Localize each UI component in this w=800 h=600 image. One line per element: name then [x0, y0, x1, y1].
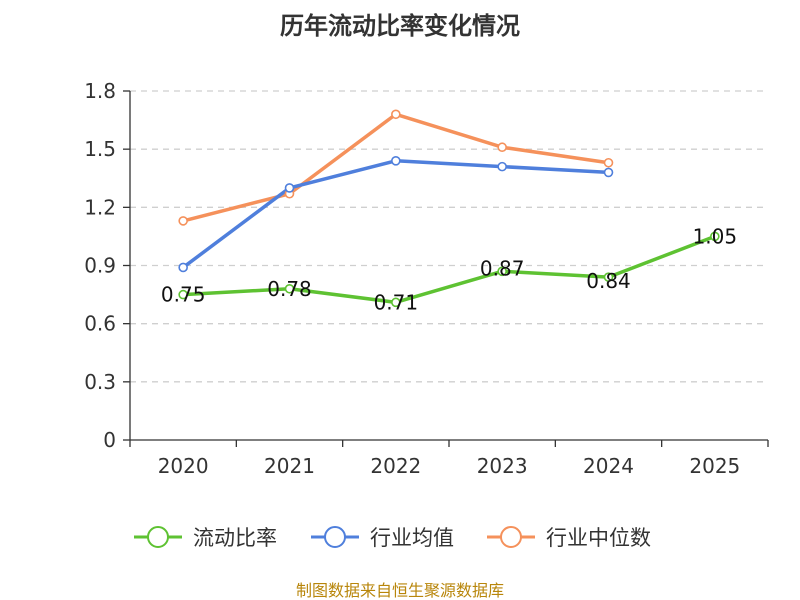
data-point [603, 167, 614, 178]
data-label: 0.84 [586, 269, 631, 293]
series-line [181, 159, 611, 270]
series-line [181, 234, 717, 305]
axes [123, 90, 769, 447]
x-tick-label: 2024 [583, 454, 634, 478]
data-point [391, 156, 401, 166]
legend-item-1[interactable]: 流动比率 [134, 526, 277, 550]
series-points [178, 109, 720, 308]
legend-item-2[interactable]: 行业均值 [311, 526, 454, 550]
data-point [391, 109, 401, 120]
legend-swatch-marker [324, 526, 346, 548]
data-point [497, 266, 507, 277]
grid-lines [130, 90, 768, 383]
data-point [497, 161, 507, 172]
x-tick-label: 2021 [264, 454, 315, 478]
y-tick-label: 1.5 [84, 137, 116, 161]
y-tick-label: 0.3 [84, 370, 116, 394]
x-tick-label: 2020 [158, 454, 209, 478]
y-tick-label: 1.8 [84, 79, 116, 103]
data-point [710, 231, 720, 242]
data-point [178, 216, 188, 226]
source-note: 制图数据来自恒生聚源数据库 [296, 581, 504, 600]
legend-label: 行业中位数 [546, 526, 651, 550]
data-point [603, 157, 614, 168]
legend-label: 流动比率 [193, 526, 277, 550]
data-label: 0.78 [267, 277, 312, 301]
chart-title: 历年流动比率变化情况 [280, 12, 520, 40]
data-point [178, 262, 188, 273]
data-label: 0.71 [374, 290, 419, 314]
data-labels: 0.75 0.78 0.71 0.87 0.84 1.05 [161, 224, 737, 314]
x-tick-label: 2025 [689, 454, 740, 478]
legend-swatch-marker [500, 526, 522, 548]
data-point [284, 183, 295, 193]
y-tick-label: 0.6 [84, 312, 116, 336]
data-point [391, 297, 401, 308]
y-tick-label: 0.9 [84, 254, 116, 278]
tick-labels: 0 0.3 0.6 0.9 1.2 1.5 1.8 2020 2021 2022 2023 2024 2… [84, 79, 740, 478]
data-point [284, 283, 295, 294]
x-tick-label: 2022 [370, 454, 421, 478]
y-tick-label: 0 [103, 428, 116, 452]
legend-item-3[interactable]: 行业中位数 [487, 526, 651, 550]
legend[interactable]: 流动比率 行业均值 行业中位数 [134, 526, 651, 550]
data-label: 1.05 [693, 224, 738, 248]
data-point [497, 142, 507, 153]
legend-swatch-marker [147, 526, 169, 548]
series-lines [181, 112, 717, 305]
x-tick-label: 2023 [477, 454, 528, 478]
data-point [603, 272, 614, 282]
data-label: 0.87 [480, 256, 525, 280]
data-label: 0.75 [161, 283, 206, 307]
y-tick-label: 1.2 [84, 195, 116, 219]
data-point [178, 289, 188, 300]
legend-label: 行业均值 [370, 526, 454, 550]
